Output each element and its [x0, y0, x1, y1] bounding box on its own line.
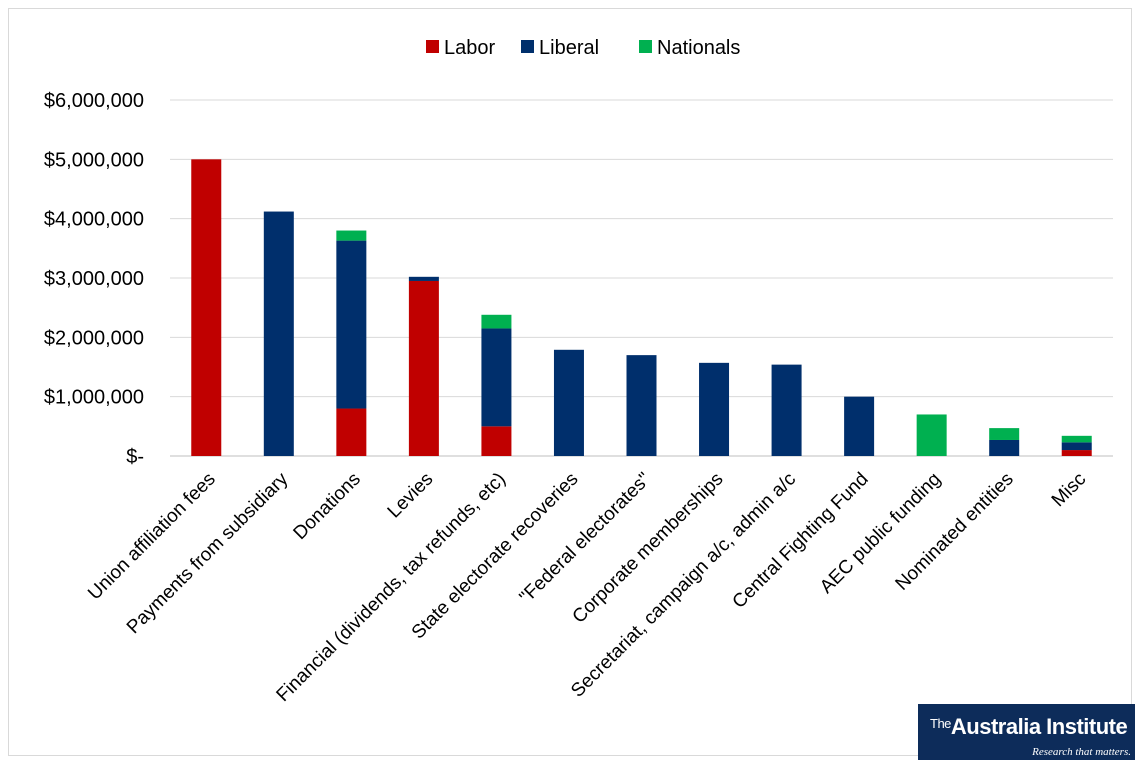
- bar-segment-labor: [336, 408, 367, 456]
- x-category-label: Donations: [290, 469, 365, 544]
- bar-segment-liberal: [481, 328, 512, 427]
- legend-label-liberal: Liberal: [539, 37, 599, 59]
- logo-brand: TheAustralia Institute: [930, 714, 1128, 739]
- bar-segment-nationals: [336, 230, 367, 241]
- bar-segment-liberal: [263, 211, 294, 456]
- bar-segment-labor: [1061, 450, 1092, 456]
- bar-segment-liberal: [1061, 442, 1092, 451]
- x-category-label: Corporate memberships: [569, 469, 728, 628]
- bar-segment-nationals: [916, 414, 947, 456]
- bar-segment-labor: [191, 159, 222, 457]
- bar-segment-liberal: [844, 396, 875, 456]
- bar-segment-nationals: [481, 314, 512, 329]
- bars: [191, 159, 1092, 457]
- legend-label-nationals: Nationals: [657, 37, 740, 59]
- bar-segment-liberal: [699, 362, 730, 456]
- legend-label-labor: Labor: [444, 37, 495, 59]
- bar-segment-nationals: [989, 428, 1020, 440]
- bar-segment-liberal: [626, 355, 657, 456]
- x-category-label: "Federal electorates": [516, 469, 655, 608]
- australia-institute-logo: TheAustralia Institute Research that mat…: [918, 704, 1135, 760]
- bar-segment-labor: [408, 280, 439, 456]
- y-tick-label: $-: [126, 446, 144, 468]
- x-category-label: Levies: [384, 469, 438, 523]
- bar-segment-labor: [481, 426, 512, 456]
- y-axis-ticks: $- $1,000,000 $2,000,000 $3,000,000 $4,000,0…: [44, 90, 144, 468]
- y-tick-label: $1,000,000: [44, 387, 144, 409]
- y-tick-label: $6,000,000: [44, 90, 144, 112]
- bar-segment-liberal: [553, 349, 584, 456]
- bar-segment-liberal: [989, 439, 1020, 456]
- legend: Labor Liberal Nationals: [426, 37, 740, 59]
- legend-swatch-liberal: [521, 40, 534, 53]
- legend-swatch-nationals: [639, 40, 652, 53]
- logo-tagline: Research that matters.: [1032, 746, 1131, 758]
- bar-segment-liberal: [771, 364, 802, 456]
- y-tick-label: $2,000,000: [44, 327, 144, 349]
- x-category-label: Central Fighting Fund: [729, 469, 873, 613]
- y-tick-label: $3,000,000: [44, 268, 144, 290]
- x-category-label: Misc: [1048, 469, 1090, 511]
- legend-swatch-labor: [426, 40, 439, 53]
- bar-segment-liberal: [336, 240, 367, 409]
- bar-segment-nationals: [1061, 435, 1092, 443]
- bar-segment-liberal: [408, 276, 439, 281]
- x-category-label: Union affiliation fees: [84, 469, 220, 605]
- gridlines: [170, 99, 1113, 457]
- x-category-label: AEC public funding: [816, 469, 945, 598]
- y-tick-label: $4,000,000: [44, 209, 144, 231]
- y-tick-label: $5,000,000: [44, 149, 144, 171]
